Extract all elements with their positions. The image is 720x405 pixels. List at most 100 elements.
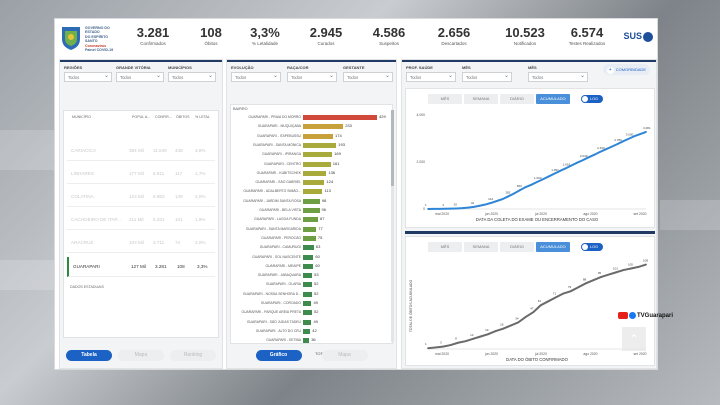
table-row[interactable]: ARACRUZ 103 Mil 3.711 74 2,0% <box>67 233 215 253</box>
filter-mes-1[interactable]: MÊS Todos <box>462 65 512 82</box>
bairro-bar[interactable]: GUARAPARI - PARQUE AREIA PRETA 52 <box>231 309 391 316</box>
data-point[interactable] <box>484 203 487 206</box>
bairro-bar[interactable]: GUARAPARI - SETIBA 36 <box>231 337 391 344</box>
data-point[interactable] <box>444 207 447 210</box>
filter-grande-vitoria[interactable]: GRANDE VITÓRIA Todos <box>116 65 164 82</box>
data-point[interactable] <box>536 181 538 183</box>
table-row[interactable]: LINHARES 177 Mil 6.911 117 1,7% <box>67 164 215 184</box>
bairro-bar[interactable]: GUARAPARI - ADALBERTO SIMÃO... 113 <box>231 188 391 195</box>
data-point[interactable] <box>570 164 573 167</box>
data-point[interactable] <box>604 148 607 151</box>
data-point[interactable] <box>554 296 557 299</box>
table-row[interactable]: COLATINA 123 Mil 6.853 139 2,0% <box>67 187 215 207</box>
data-point[interactable] <box>472 337 475 340</box>
bairro-bar[interactable]: GUARAPARI - CAMURUGI 63 <box>231 244 391 251</box>
data-point[interactable] <box>569 290 572 293</box>
tab-semana[interactable]: SEMANA <box>464 94 498 104</box>
data-point[interactable] <box>581 159 584 162</box>
tab-diario-2[interactable]: DIÁRIO <box>500 242 534 252</box>
bairro-bar[interactable]: GUARAPARI - PRAIA DO MORRO 429 <box>231 114 391 121</box>
data-point[interactable] <box>438 207 441 210</box>
data-point[interactable] <box>427 347 429 350</box>
filter-regioes[interactable]: REGIÕES Todos <box>64 65 112 82</box>
tab-acumulado-2[interactable]: ACUMULADO <box>536 242 570 252</box>
data-point[interactable] <box>615 271 617 274</box>
data-point[interactable] <box>524 316 527 318</box>
data-point[interactable] <box>593 153 596 156</box>
bairro-bar[interactable]: GUARAPARI - CENTRO 161 <box>231 161 391 168</box>
data-point[interactable] <box>524 186 527 189</box>
data-point[interactable] <box>472 205 475 208</box>
data-point[interactable] <box>592 279 595 282</box>
bairro-bar[interactable]: GUARAPARI - SÃO GABRIEL 124 <box>231 179 391 186</box>
data-point[interactable] <box>607 273 610 276</box>
data-point[interactable] <box>518 189 521 192</box>
data-point[interactable] <box>517 321 520 324</box>
bairro-bar[interactable]: GUARAPARI - JABAQUARA 53 <box>231 272 391 279</box>
data-point[interactable] <box>532 311 535 314</box>
bairro-bar[interactable]: GUARAPARI - LAGOA FUNDA 87 <box>231 216 391 223</box>
tab-diario[interactable]: DIÁRIO <box>500 94 534 104</box>
data-point[interactable] <box>622 269 625 271</box>
data-point[interactable] <box>645 263 647 266</box>
data-point[interactable] <box>427 208 429 210</box>
bairro-bar[interactable]: GUARAPARI - COROADO 49 <box>231 300 391 307</box>
data-point[interactable] <box>559 170 561 172</box>
data-point[interactable] <box>479 335 482 338</box>
bairro-scrollbar[interactable] <box>391 110 394 342</box>
bairro-bar[interactable]: GUARAPARI - MEAÍPE 60 <box>231 263 391 270</box>
bairro-bar[interactable]: GUARAPARI - OLARIA 52 <box>231 281 391 288</box>
bairro-bar[interactable]: GUARAPARI - BELA VISTA 96 <box>231 207 391 214</box>
data-point[interactable] <box>562 292 565 295</box>
data-point[interactable] <box>449 344 452 346</box>
tab-mes[interactable]: MÊS <box>428 94 462 104</box>
data-point[interactable] <box>513 192 515 195</box>
data-point[interactable] <box>584 282 587 285</box>
filter-gestante[interactable]: GESTANTE Todos <box>343 65 393 82</box>
filter-prof-saude[interactable]: PROF. SAÚDE Todos <box>406 65 456 82</box>
data-point[interactable] <box>509 324 512 327</box>
data-point[interactable] <box>461 207 464 210</box>
tab-mapa-2[interactable]: Mapa <box>321 350 368 361</box>
data-point[interactable] <box>490 201 493 204</box>
data-point[interactable] <box>507 195 510 198</box>
bairro-bar[interactable]: GUARAPARI - SOL NASCENTE 60 <box>231 254 391 261</box>
data-point[interactable] <box>450 207 452 210</box>
data-point[interactable] <box>541 178 544 181</box>
bairro-bar[interactable]: GUARAPARI - SÃO JUDAS TADEU 49 <box>231 319 391 326</box>
bairro-bar[interactable]: GUARAPARI - PEROCÃO 75 <box>231 235 391 242</box>
tab-mapa[interactable]: Mapa <box>118 350 164 361</box>
data-point[interactable] <box>564 167 567 170</box>
data-point[interactable] <box>576 161 579 164</box>
data-point[interactable] <box>627 137 630 140</box>
data-point[interactable] <box>530 183 533 186</box>
table-row[interactable]: CARIACICA 384 Mil 11.649 438 3,8% <box>67 141 215 161</box>
data-point[interactable] <box>599 276 602 278</box>
bairro-bar[interactable]: GUARAPARI - SANTA MARGARIDA 77 <box>231 226 391 233</box>
bairro-bar[interactable]: GUARAPARI - JARDIM SANTA ROSA 98 <box>231 198 391 205</box>
bairro-bar[interactable]: GUARAPARI - ITAPEBUSSU 174 <box>231 133 391 140</box>
bairro-bar[interactable]: GUARAPARI - SANTA MÔNICA 193 <box>231 142 391 149</box>
data-point[interactable] <box>455 207 458 210</box>
filter-evolucao[interactable]: EVOLUÇÃO Todos <box>231 65 281 82</box>
bairro-bar[interactable]: GUARAPARI - IPIRANGA 169 <box>231 151 391 158</box>
data-point[interactable] <box>494 330 497 332</box>
data-point[interactable] <box>464 340 467 343</box>
data-point[interactable] <box>639 133 642 135</box>
scroll-top-button[interactable]: ⌃ <box>622 327 646 351</box>
data-point[interactable] <box>587 156 590 159</box>
bairro-bar[interactable]: GUARAPARI - KUBITSCHEK 136 <box>231 170 391 177</box>
tab-grafico[interactable]: Gráfico <box>255 350 302 361</box>
tab-ranking[interactable]: Ranking <box>170 350 216 361</box>
data-point[interactable] <box>622 140 624 143</box>
data-point[interactable] <box>457 341 459 344</box>
bairro-bar[interactable]: GUARAPARI - ALTO DO CÉU 42 <box>231 328 391 335</box>
data-point[interactable] <box>432 208 435 210</box>
tab-tabela[interactable]: Tabela <box>66 350 112 361</box>
filter-raca-cor[interactable]: RAÇA/COR Todos <box>287 65 337 82</box>
log-toggle[interactable]: LOG <box>581 95 603 103</box>
table-row[interactable]: CACHOEIRO DE ITAP... 211 Mil 5.331 101 1,9% <box>67 210 215 230</box>
data-point[interactable] <box>616 143 619 146</box>
data-point[interactable] <box>547 175 550 178</box>
filter-mes-2[interactable]: MÊS Todos <box>528 65 588 82</box>
